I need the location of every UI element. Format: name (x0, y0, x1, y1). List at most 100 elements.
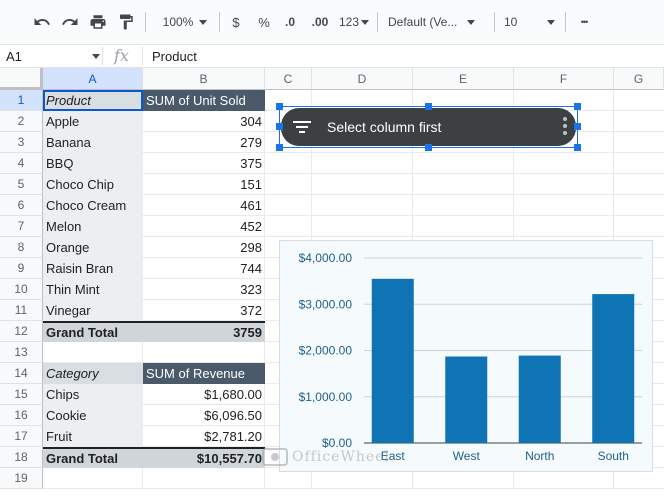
y-tick-label: $3,000.00 (299, 297, 353, 311)
pivot-row-label[interactable]: Orange (43, 237, 143, 258)
redo-icon[interactable] (60, 12, 80, 32)
row-header-5[interactable]: 5 (0, 174, 43, 195)
row-header-16[interactable]: 16 (0, 405, 43, 426)
print-icon[interactable] (88, 12, 108, 32)
resize-handle[interactable] (276, 144, 283, 151)
zoom-select[interactable]: 100% (156, 12, 214, 32)
row-header-15[interactable]: 15 (0, 384, 43, 405)
undo-icon[interactable] (32, 12, 52, 32)
increase-decimal-button[interactable]: .00 (308, 12, 332, 32)
gridline (43, 236, 664, 237)
pivot-row-value[interactable]: 304 (240, 114, 262, 129)
name-box[interactable]: A1 (6, 49, 22, 64)
column-header-e[interactable]: E (413, 68, 514, 90)
font-size-select[interactable]: 10 (504, 12, 558, 32)
resize-handle[interactable] (425, 103, 432, 110)
pivot-row-label[interactable]: Thin Mint (43, 279, 143, 300)
pivot-row-label[interactable]: Apple (43, 111, 143, 132)
pivot-row-value[interactable]: 298 (240, 240, 262, 255)
row-header-14[interactable]: 14 (0, 363, 43, 384)
pivot-row-value[interactable]: 461 (240, 198, 262, 213)
pivot-row-value[interactable]: 372 (240, 303, 262, 318)
spreadsheet-grid[interactable]: A B C D E F G 1 2 3 4 5 6 7 8 9 10 11 12 13 14 15 16 17 18 19 Prod… (0, 68, 664, 498)
resize-handle[interactable] (425, 144, 432, 151)
pivot-header-category[interactable]: Category (43, 363, 143, 384)
resize-handle[interactable] (574, 144, 581, 151)
pivot-row-value[interactable]: $1,680.00 (204, 387, 262, 402)
column-header-b[interactable]: B (143, 68, 265, 90)
pivot-row-value[interactable]: $6,096.50 (204, 408, 262, 423)
pivot-row-label[interactable]: Raisin Bran (43, 258, 143, 279)
column-header-f[interactable]: F (514, 68, 614, 90)
row-header-8[interactable]: 8 (0, 237, 43, 258)
pivot-header-product[interactable]: Product (43, 90, 143, 111)
bar-north[interactable] (518, 355, 561, 443)
decrease-decimal-button[interactable]: .0 (280, 12, 300, 32)
pivot-row-label[interactable]: BBQ (43, 153, 143, 174)
grand-total-label[interactable]: Grand Total (43, 321, 143, 342)
row-header-10[interactable]: 10 (0, 279, 43, 300)
chevron-down-icon[interactable] (92, 54, 100, 59)
row-header-2[interactable]: 2 (0, 111, 43, 132)
font-select[interactable]: Default (Ve... (388, 12, 486, 32)
currency-format-button[interactable]: $ (232, 14, 240, 30)
row-header-19[interactable]: 19 (0, 468, 43, 489)
pivot-row-label[interactable]: Melon (43, 216, 143, 237)
row-header-11[interactable]: 11 (0, 300, 43, 321)
paint-format-icon[interactable] (116, 12, 136, 32)
pivot-row-value[interactable]: 151 (240, 177, 262, 192)
percent-format-button[interactable]: % (258, 14, 270, 30)
pivot-row-label[interactable]: Banana (43, 132, 143, 153)
slicer-widget[interactable]: Select column first (276, 103, 581, 151)
pivot-row-label[interactable]: Vinegar (43, 300, 143, 321)
pivot-row-label[interactable]: Chips (43, 384, 143, 405)
grand-total-value[interactable]: 3759 (143, 321, 265, 342)
pivot-row-label[interactable]: Choco Cream (43, 195, 143, 216)
bar-west[interactable] (445, 356, 488, 443)
row-header-17[interactable]: 17 (0, 426, 43, 447)
column-chart[interactable]: $0.00 $1,000.00 $2,000.00 $3,000.00 $4,000.0… (279, 240, 653, 472)
row-header-9[interactable]: 9 (0, 258, 43, 279)
grand-total-label[interactable]: Grand Total (43, 447, 143, 468)
bar-east[interactable] (371, 278, 414, 443)
pivot-row-label[interactable]: Cookie (43, 405, 143, 426)
chevron-down-icon (361, 19, 370, 25)
row-header-18[interactable]: 18 (0, 447, 43, 468)
pivot-header-revenue[interactable]: SUM of Revenue (143, 363, 265, 384)
row-header-7[interactable]: 7 (0, 216, 43, 237)
row-header-12[interactable]: 12 (0, 321, 43, 342)
slicer-pill[interactable]: Select column first (281, 108, 576, 146)
row-header-4[interactable]: 4 (0, 153, 43, 174)
number-format-select[interactable]: 123 (338, 12, 370, 32)
grand-total-value[interactable]: $10,557.70 (143, 447, 265, 468)
column-header-a[interactable]: A (43, 68, 143, 90)
y-tick-label: $1,000.00 (299, 390, 353, 404)
chevron-down-icon (199, 19, 208, 25)
pivot-header-unit-sold[interactable]: SUM of Unit Sold (143, 90, 265, 111)
more-options-icon[interactable]: ••• (580, 17, 588, 27)
pivot-row-label[interactable]: Fruit (43, 426, 143, 447)
resize-handle[interactable] (574, 123, 581, 130)
pivot-row-value[interactable]: 323 (240, 282, 262, 297)
row-header-13[interactable]: 13 (0, 342, 43, 363)
row-header-3[interactable]: 3 (0, 132, 43, 153)
column-header-c[interactable]: C (265, 68, 312, 90)
resize-handle[interactable] (276, 103, 283, 110)
pivot-row-value[interactable]: 279 (240, 135, 262, 150)
pivot-row-value[interactable]: $2,781.20 (204, 429, 262, 444)
more-vert-icon[interactable] (562, 116, 568, 136)
pivot-row-value[interactable]: 452 (240, 219, 262, 234)
bar-south[interactable] (592, 294, 635, 443)
fx-icon: fx (114, 46, 129, 65)
column-header-g[interactable]: G (614, 68, 664, 90)
resize-handle[interactable] (574, 103, 581, 110)
row-header-1[interactable]: 1 (0, 90, 43, 111)
pivot-row-label[interactable]: Choco Chip (43, 174, 143, 195)
row-header-6[interactable]: 6 (0, 195, 43, 216)
pivot-row-value[interactable]: 375 (240, 156, 262, 171)
select-all-corner[interactable] (0, 68, 43, 90)
pivot-row-value[interactable]: 744 (240, 261, 262, 276)
resize-handle[interactable] (276, 123, 283, 130)
column-header-d[interactable]: D (312, 68, 413, 90)
formula-input[interactable]: Product (152, 49, 197, 64)
